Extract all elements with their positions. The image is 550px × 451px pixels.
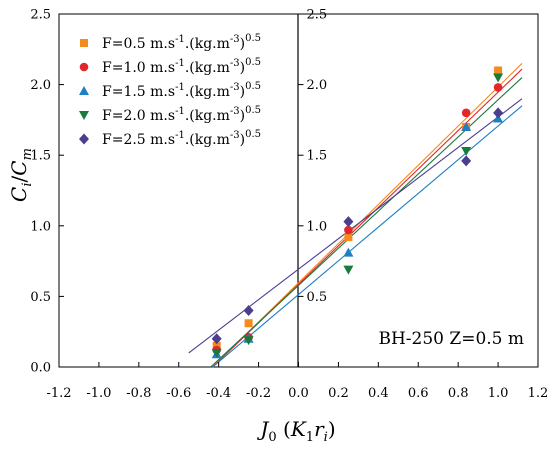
point-s4-4: [493, 107, 504, 119]
y-tick-label-5: 2.5: [30, 8, 51, 23]
point-s4-1: [243, 305, 254, 317]
x-tick-label-9: 0.6: [408, 386, 429, 401]
legend-marker-3: [79, 111, 89, 120]
point-s3-0: [211, 348, 222, 358]
inner-axis-ticks: 0.5 1.0 1.5 2.0 2.5: [298, 8, 328, 305]
legend-label-0: F=0.5 m.s-1.(kg.m-3)0.5: [102, 33, 261, 52]
point-s0-1: [244, 319, 253, 328]
point-s1-2: [344, 225, 353, 235]
legend-marker-4: [79, 133, 89, 145]
y-tick-label-2: 1.0: [30, 219, 51, 234]
x-tick-label-5: -0.2: [246, 386, 271, 401]
data-markers: [211, 66, 504, 359]
y-tick-label-0: 0.0: [30, 361, 51, 376]
inner-tick-label-3: 2.0: [307, 78, 328, 93]
point-s2-3: [461, 121, 472, 131]
legend-label-3: F=2.0 m.s-1.(kg.m-3)0.5: [102, 105, 261, 124]
x-tick-label-2: -0.8: [126, 386, 151, 401]
inner-tick-label-2: 1.5: [307, 149, 328, 164]
point-s2-2: [343, 247, 354, 257]
x-tick-label-8: 0.4: [368, 386, 389, 401]
x-tick-label-12: 1.2: [528, 386, 549, 401]
x-axis-title: J0 (K1ri): [256, 417, 335, 445]
bottom-ticks: -1.2 -1.0 -0.8 -0.6 -0.4 -0.2 0.0 0.2 0.4 0.6 0.8 1…: [46, 362, 548, 401]
legend-label-2: F=1.5 m.s-1.(kg.m-3)0.5: [102, 81, 261, 100]
point-s1-3: [461, 108, 471, 118]
y-axis-title: Ci/Cm: [7, 148, 35, 202]
point-s4-2: [343, 216, 354, 228]
annotation-label: BH-250 Z=0.5 m: [378, 329, 524, 349]
legend-label-4: F=2.5 m.s-1.(kg.m-3)0.5: [102, 129, 261, 148]
legend-marker-1: [79, 62, 89, 72]
inner-tick-label-4: 2.5: [307, 8, 328, 23]
fit-line-2: [212, 105, 523, 368]
point-s4-0: [211, 333, 222, 345]
x-tick-label-11: 1.0: [488, 386, 509, 401]
fit-line-3: [210, 77, 523, 368]
point-s3-2: [343, 265, 354, 275]
legend-marker-2: [79, 86, 89, 95]
y-tick-label-1: 0.5: [30, 290, 51, 305]
point-s3-1: [243, 336, 254, 346]
legend: F=0.5 m.s-1.(kg.m-3)0.5 F=1.0 m.s-1.(kg.m…: [79, 33, 261, 148]
x-tick-label-1: -1.0: [86, 386, 111, 401]
x-tick-label-4: -0.4: [206, 386, 231, 401]
inner-tick-label-1: 1.0: [307, 219, 328, 234]
point-s0-4: [494, 66, 503, 75]
legend-label-1: F=1.0 m.s-1.(kg.m-3)0.5: [102, 57, 261, 76]
point-s1-4: [493, 83, 503, 92]
y-tick-label-4: 2.0: [30, 78, 51, 93]
point-s0-2: [344, 233, 353, 242]
x-tick-label-6: 0.0: [288, 386, 309, 401]
x-tick-label-3: -0.6: [166, 386, 191, 401]
legend-marker-0: [80, 39, 88, 47]
point-s3-3: [461, 146, 472, 156]
x-tick-label-0: -1.2: [46, 386, 71, 401]
left-ticks: 0.0 0.5 1.0 1.5 2.0 2.5: [30, 8, 64, 376]
inner-tick-label-0: 0.5: [307, 290, 328, 305]
point-s4-3: [461, 155, 472, 167]
fit-line-0: [212, 63, 523, 368]
x-tick-label-10: 0.8: [448, 386, 469, 401]
x-tick-label-7: 0.2: [328, 386, 349, 401]
y-tick-label-3: 1.5: [30, 149, 51, 164]
point-s3-4: [493, 73, 504, 83]
